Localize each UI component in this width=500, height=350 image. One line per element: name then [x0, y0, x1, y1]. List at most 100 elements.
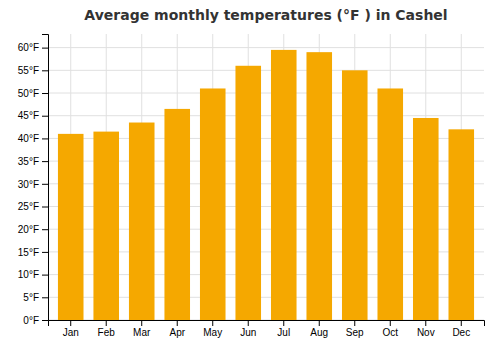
tick-mark	[106, 320, 107, 326]
y-tick: 10°F	[18, 269, 48, 280]
tick-label: Dec	[452, 327, 470, 338]
bar	[448, 129, 474, 320]
tick-mark	[283, 320, 284, 326]
y-tick: 30°F	[18, 179, 48, 190]
y-tick: 40°F	[18, 133, 48, 144]
tick-mark	[177, 320, 178, 326]
tick-mark	[42, 116, 48, 117]
tick-mark	[319, 320, 320, 326]
x-tick: Mar	[133, 320, 151, 338]
tick-label: 5°F	[23, 292, 39, 303]
bars	[58, 50, 474, 320]
tick-mark	[390, 320, 391, 326]
tick-mark	[42, 161, 48, 162]
tick-label: 35°F	[18, 156, 39, 167]
x-axis: Jan Feb Mar Apr May Jun Jul Aug Sep Oct Nov Dec	[49, 320, 485, 338]
x-tick: Sep	[346, 320, 364, 338]
chart: 0°F 5°F 10°F 15°F 20°F 25°F 30°F 35°F 40°F 45°F 50…	[0, 0, 500, 350]
y-tick: 20°F	[18, 224, 48, 235]
tick-mark	[42, 229, 48, 230]
y-tick: 50°F	[18, 88, 48, 99]
tick-mark	[461, 320, 462, 326]
y-tick: 45°F	[18, 110, 48, 121]
plot: 0°F 5°F 10°F 15°F 20°F 25°F 30°F 35°F 40°F 45°F 50…	[18, 34, 485, 338]
bar	[235, 66, 261, 320]
tick-label: Nov	[417, 327, 435, 338]
bar	[93, 132, 119, 320]
x-tick: Dec	[452, 320, 470, 338]
tick-label: Oct	[382, 327, 398, 338]
tick-label: 20°F	[18, 224, 39, 235]
bar	[129, 123, 155, 320]
y-tick: 35°F	[18, 156, 48, 167]
tick-label: 55°F	[18, 65, 39, 76]
y-tick: 5°F	[23, 292, 48, 303]
tick-label: 0°F	[23, 315, 39, 326]
y-tick: 60°F	[18, 42, 48, 53]
bar	[58, 134, 84, 320]
title: Average monthly temperatures (°F ) in Ca…	[84, 7, 447, 23]
tick-label: 60°F	[18, 42, 39, 53]
x-axis-line	[49, 321, 485, 327]
tick-mark	[42, 93, 48, 94]
bar	[413, 118, 439, 320]
tick-mark	[42, 70, 48, 71]
x-tick: Apr	[169, 320, 185, 338]
tick-label: Aug	[310, 327, 328, 338]
x-tick: Jun	[240, 320, 256, 338]
tick-label: 25°F	[18, 201, 39, 212]
tick-label: 10°F	[18, 269, 39, 280]
tick-mark	[42, 184, 48, 185]
tick-label: May	[203, 327, 222, 338]
x-tick: Nov	[417, 320, 435, 338]
grid-line	[48, 47, 484, 48]
tick-mark	[42, 275, 48, 276]
bar	[306, 52, 332, 320]
tick-mark	[42, 320, 48, 321]
tick-mark	[212, 320, 213, 326]
bar	[164, 109, 190, 320]
grid-line	[48, 115, 484, 116]
tick-mark	[141, 320, 142, 326]
tick-mark	[42, 252, 48, 253]
tick-mark	[354, 320, 355, 326]
tick-label: Jun	[240, 327, 256, 338]
x-tick: Aug	[310, 320, 328, 338]
tick-mark	[425, 320, 426, 326]
y-tick: 55°F	[18, 65, 48, 76]
grid-line	[48, 70, 484, 71]
tick-mark	[248, 320, 249, 326]
tick-label: 50°F	[18, 88, 39, 99]
x-tick: Feb	[98, 320, 116, 338]
x-tick: May	[203, 320, 222, 338]
tick-label: Apr	[169, 327, 185, 338]
bar	[342, 70, 368, 320]
tick-label: 15°F	[18, 247, 39, 258]
tick-label: Feb	[98, 327, 116, 338]
tick-mark	[42, 297, 48, 298]
bar	[200, 88, 226, 320]
tick-label: Mar	[133, 327, 151, 338]
x-tick: Jul	[277, 320, 290, 338]
tick-mark	[42, 207, 48, 208]
grid-line	[48, 93, 484, 94]
x-tick: Jan	[63, 320, 79, 338]
x-tick: Oct	[382, 320, 398, 338]
tick-mark	[42, 48, 48, 49]
bar	[377, 88, 403, 320]
tick-label: Sep	[346, 327, 364, 338]
tick-label: Jul	[277, 327, 290, 338]
tick-mark	[42, 138, 48, 139]
tick-label: Jan	[63, 327, 79, 338]
tick-label: 40°F	[18, 133, 39, 144]
grid	[48, 34, 484, 320]
y-tick: 25°F	[18, 201, 48, 212]
y-axis-line	[42, 35, 49, 321]
y-tick: 15°F	[18, 247, 48, 258]
bar	[271, 50, 297, 320]
tick-mark	[70, 320, 71, 326]
tick-label: 30°F	[18, 179, 39, 190]
y-axis: 0°F 5°F 10°F 15°F 20°F 25°F 30°F 35°F 40°F 45°F 50…	[18, 35, 49, 326]
y-tick: 0°F	[23, 315, 48, 326]
tick-label: 45°F	[18, 110, 39, 121]
